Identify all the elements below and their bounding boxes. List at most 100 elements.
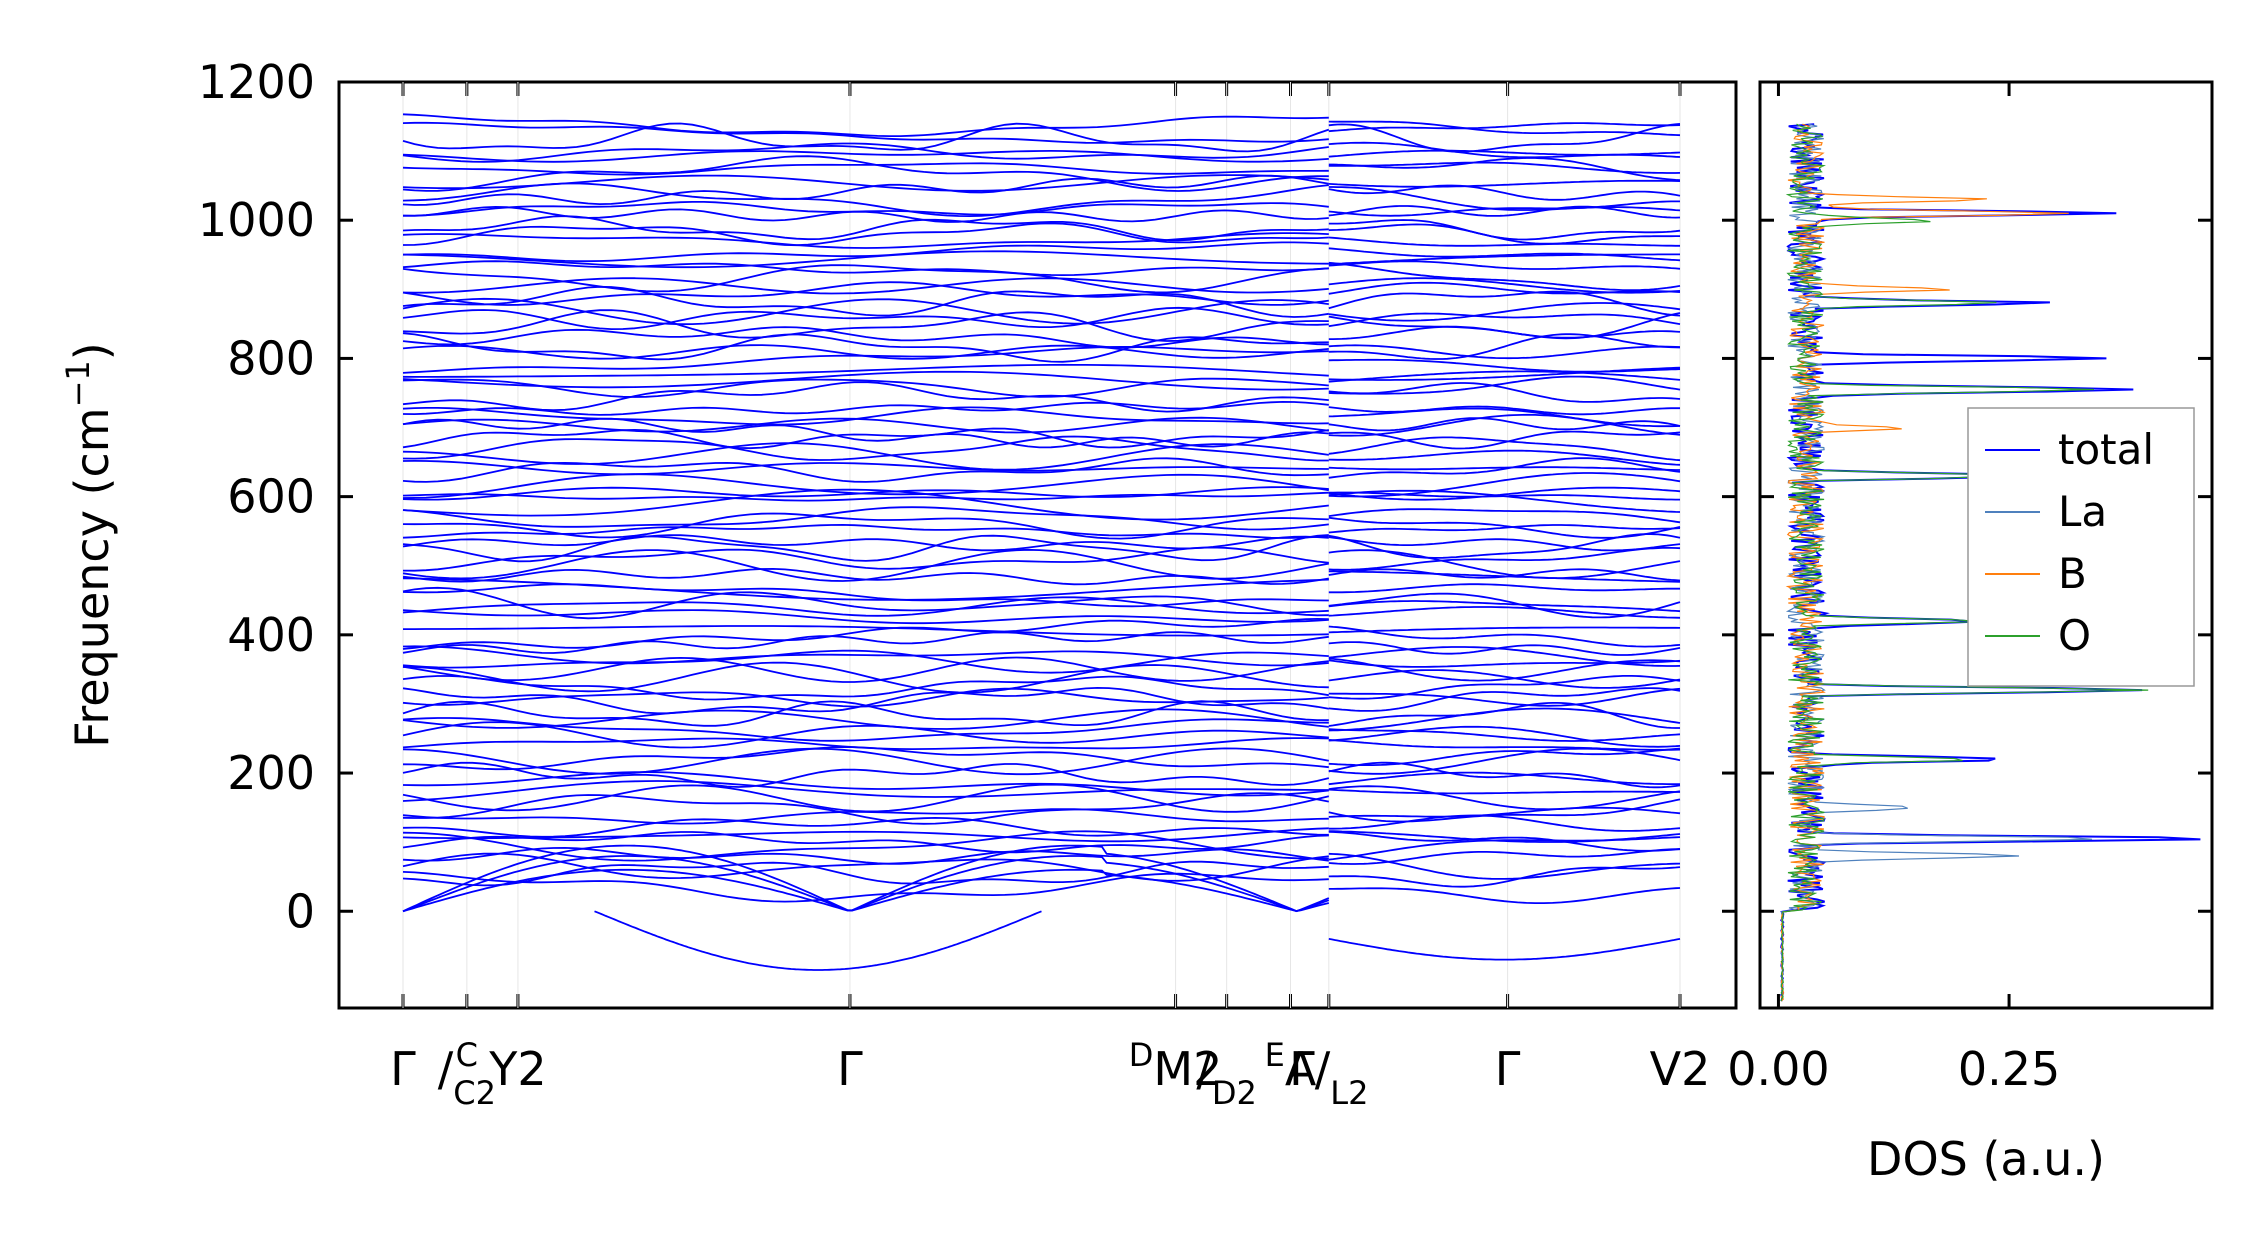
acoustic-branch [402, 844, 1330, 913]
dos-x-axis-label: DOS (a.u.) [1867, 1132, 2105, 1186]
dos-ticks: 0.00 0.25 [1727, 80, 2212, 1096]
x-tick-label: /D2 [1196, 1042, 1257, 1112]
phonon-branch [402, 577, 1329, 601]
phonon-branch [1328, 407, 1681, 428]
x-tick-sub: C2 [453, 1074, 496, 1112]
phonon-branch [1328, 848, 1681, 865]
legend-label: total [2058, 425, 2154, 474]
phonon-branch [1328, 141, 1681, 159]
phonon-branch [402, 783, 1330, 813]
phonon-branch [1328, 866, 1681, 888]
phonon-branch [402, 326, 1329, 349]
phonon-branch [1328, 806, 1681, 818]
x-tick-sup: E [1265, 1036, 1285, 1074]
soft-mode-branch [1328, 938, 1681, 961]
phonon-branch [1328, 830, 1681, 843]
y-tick-label: 1200 [198, 55, 315, 109]
x-tick-main: Y2 [488, 1042, 546, 1096]
phonon-branch [1328, 344, 1681, 360]
phonon-branch [402, 400, 1329, 416]
phonon-branch [1328, 508, 1681, 524]
phonon-branch [1328, 626, 1681, 634]
x-tick-label: Γ [1495, 1042, 1521, 1096]
phonon-branch [402, 656, 1329, 683]
x-tick-label: DM2 [1129, 1036, 1223, 1096]
band-y-ticks: 0 200 400 600 800 1000 1200 [198, 55, 1736, 938]
phonon-branch [402, 406, 1329, 426]
phonon-branch [402, 661, 1329, 694]
phonon-branch [402, 281, 1329, 306]
phonon-branch [1328, 785, 1681, 811]
phonon-branch [402, 260, 1329, 277]
x-tick-main: Γ [390, 1042, 416, 1096]
phonon-branch [1328, 675, 1681, 700]
phonon-branch [1328, 814, 1681, 832]
phonon-branch [402, 417, 1329, 449]
phonon-branch [402, 309, 1329, 342]
y-tick-label: 0 [286, 884, 315, 938]
phonon-branch [1328, 486, 1681, 501]
phonon-branch [1328, 583, 1680, 594]
legend-label: O [2058, 611, 2091, 660]
phonon-branch [402, 831, 1329, 854]
phonon-branch [1328, 120, 1681, 137]
phonon-branch [1328, 413, 1681, 437]
y-tick-label: 600 [227, 470, 315, 524]
phonon-branch [402, 264, 1329, 294]
dos-series-La [1780, 123, 2093, 1002]
x-tick-label: C [456, 1036, 478, 1074]
phonon-branch [1328, 687, 1681, 712]
dos-legend: total La BO [1967, 407, 2195, 687]
phonon-branch [402, 506, 1329, 531]
phonon-branch [1328, 536, 1681, 552]
phonon-branch [402, 761, 1330, 788]
phonon-branch [402, 416, 1329, 434]
phonon-branch [1328, 516, 1681, 539]
phonon-branch [1328, 761, 1681, 789]
phonon-branch [403, 625, 1329, 637]
phonon-branch [402, 370, 1329, 391]
phonon-branch [402, 435, 1329, 462]
phonon-branch [1328, 798, 1681, 823]
phonon-branch [1328, 219, 1681, 241]
phonon-branches [402, 113, 1681, 971]
phonon-branch [1328, 161, 1681, 174]
phonon-branch [1328, 253, 1680, 265]
phonon-branch [402, 142, 1329, 163]
phonon-branch [1328, 122, 1681, 133]
phonon-branch [402, 737, 1329, 751]
dos-series-O [1780, 123, 2149, 1002]
y-tick-label: 800 [227, 331, 315, 385]
phonon-branch [402, 721, 1329, 749]
phonon-branch [1328, 491, 1680, 501]
phonon-branch [1328, 641, 1681, 656]
phonon-branch [1328, 600, 1681, 613]
phonon-branch [1328, 568, 1681, 582]
phonon-branch [1328, 277, 1681, 294]
x-tick-main: / [1196, 1042, 1212, 1096]
phonon-branch [1328, 625, 1681, 648]
phonon-branch [1328, 312, 1681, 328]
phonon-branch [402, 675, 1329, 701]
phonon-branch [1328, 472, 1681, 498]
y-tick-label: 1000 [198, 193, 315, 247]
phonon-branch [1328, 200, 1680, 217]
phonon-branch [402, 427, 1329, 450]
x-tick-label: Γ/L2 [1289, 1042, 1368, 1112]
phonon-branch [402, 534, 1329, 563]
phonon-branch [1328, 687, 1681, 707]
x-tick-main: M2 [1153, 1042, 1222, 1096]
phonon-branch [402, 747, 1329, 776]
phonon-branch [1328, 405, 1680, 416]
phonon-branch [1328, 333, 1681, 360]
x-tick-sub: D2 [1212, 1074, 1257, 1112]
phonon-branch [1328, 466, 1680, 471]
phonon-branch [1328, 430, 1681, 450]
phonon-branch [402, 708, 1329, 730]
phonon-branch [402, 222, 1329, 247]
phonon-branch [1328, 312, 1681, 340]
phonon-branch [402, 297, 1329, 326]
phonon-branch [402, 121, 1329, 144]
phonon-branch [1328, 417, 1681, 432]
x-tick-main: Γ [1495, 1042, 1521, 1096]
